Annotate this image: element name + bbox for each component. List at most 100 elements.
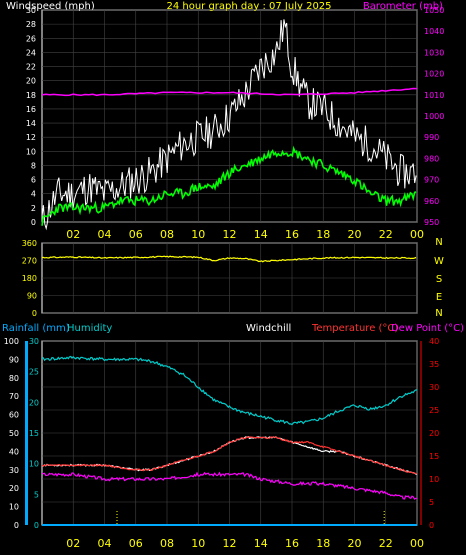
wind-y-tick: 6 — [31, 176, 36, 185]
rain-y-tick: 10 — [29, 460, 39, 469]
compass-label: S — [436, 274, 442, 285]
temperature-label: Temperature (°C) — [311, 323, 398, 334]
wind-y-tick: 20 — [26, 77, 36, 86]
temperature-line — [41, 436, 418, 475]
rain-y-tick: 25 — [29, 368, 39, 377]
wind-y-tick: 16 — [26, 105, 36, 114]
temperature-x-tick: 16 — [285, 537, 299, 550]
gust-line — [41, 19, 417, 231]
humidity-axis: 0 10 20 30 40 50 60 70 80 90 100 — [4, 337, 28, 530]
wind-x-tick: 02 — [66, 228, 80, 241]
temperature-x-tick: 04 — [98, 537, 112, 550]
dewpoint-line — [41, 471, 417, 500]
wind-y-tick: 24 — [26, 48, 36, 57]
humidity-y-tick: 20 — [9, 484, 19, 493]
temperature-x-tick: 12 — [223, 537, 237, 550]
rain-axis: 0 5 10 15 20 25 30 — [29, 337, 39, 530]
temperature-x-tick: 00 — [410, 537, 424, 550]
temperature-axis: 0 5 10 15 20 25 30 35 40 — [420, 337, 439, 530]
wind-x-tick: 06 — [129, 228, 143, 241]
barometer-axis-right: 950 960 970 980 990 1000 1010 1020 1030 1040 1050 — [424, 6, 444, 227]
temperature-y-tick: 10 — [429, 475, 439, 484]
barometer-y-tick: 1030 — [424, 48, 444, 57]
wind-title-center: 24 hour graph day : 07 July 2025 — [166, 1, 331, 12]
wind-x-tick: 14 — [254, 228, 268, 241]
temperature-series — [41, 355, 418, 526]
wind-x-tick: 22 — [379, 228, 393, 241]
wind-y-tick: 22 — [26, 63, 36, 72]
wind-title-left: Windspeed (mph) — [6, 1, 95, 12]
humidity-y-tick: 60 — [9, 411, 19, 420]
rain-y-tick: 5 — [34, 490, 39, 499]
humidity-axis-bar — [25, 341, 28, 525]
wind-y-tick: 30 — [26, 6, 36, 15]
wind-x-tick: 18 — [316, 228, 330, 241]
rain-y-tick: 0 — [34, 521, 39, 530]
compass-label: N — [435, 308, 442, 319]
compass-label: N — [435, 237, 442, 248]
humidity-line — [41, 355, 418, 426]
barometer-y-tick: 990 — [424, 133, 439, 142]
humidity-y-tick: 70 — [9, 392, 19, 401]
humidity-label: Humidity — [67, 323, 112, 334]
humidity-y-tick: 10 — [9, 503, 19, 512]
panel-wind: Windspeed (mph) 24 hour graph day : 07 J… — [6, 1, 444, 241]
temperature-x-axis: 02 04 06 08 10 12 14 16 18 20 22 00 — [66, 537, 424, 550]
speed-line — [41, 145, 417, 226]
compass-label: E — [436, 292, 442, 303]
humidity-y-tick: 30 — [9, 466, 19, 475]
wind-x-axis: 02 04 06 08 10 12 14 16 18 20 22 00 — [66, 228, 424, 241]
rain-y-tick: 30 — [29, 337, 39, 346]
barometer-y-tick: 980 — [424, 154, 439, 163]
wind-y-tick: 0 — [31, 218, 36, 227]
wind-y-tick: 18 — [26, 91, 36, 100]
temperature-x-tick: 20 — [348, 537, 362, 550]
rain-y-tick: 15 — [29, 429, 39, 438]
temperature-x-tick: 10 — [191, 537, 205, 550]
rain-y-tick: 20 — [29, 398, 39, 407]
wind-y-tick: 4 — [31, 190, 36, 199]
barometer-y-tick: 1020 — [424, 70, 444, 79]
temperature-x-tick: 22 — [379, 537, 393, 550]
wind-y-tick: 12 — [26, 133, 36, 142]
humidity-y-tick: 0 — [14, 521, 19, 530]
compass-label: W — [434, 256, 444, 267]
temperature-x-tick: 18 — [316, 537, 330, 550]
barometer-y-tick: 1000 — [424, 112, 444, 121]
wind-y-tick: 14 — [26, 119, 36, 128]
direction-y-tick: 360 — [22, 239, 37, 248]
temperature-y-tick: 0 — [429, 521, 434, 530]
humidity-y-tick: 90 — [9, 355, 19, 364]
temperature-y-tick: 25 — [429, 406, 439, 415]
wind-x-tick: 20 — [348, 228, 362, 241]
humidity-y-tick: 100 — [4, 337, 19, 346]
panel-temperature: Rainfall (mm) Humidity Windchill Tempera… — [2, 323, 464, 550]
wind-y-tick: 10 — [26, 147, 36, 156]
wind-y-tick: 26 — [26, 34, 36, 43]
temperature-x-tick: 14 — [254, 537, 268, 550]
windchill-label: Windchill — [246, 323, 291, 334]
direction-grid — [42, 242, 418, 314]
wind-x-tick: 16 — [285, 228, 299, 241]
wind-grid — [42, 9, 418, 223]
temperature-y-tick: 40 — [429, 337, 439, 346]
direction-y-tick: 270 — [22, 257, 37, 266]
temperature-y-tick: 30 — [429, 383, 439, 392]
temperature-y-tick: 35 — [429, 360, 439, 369]
humidity-y-tick: 80 — [9, 374, 19, 383]
rain-label: Rainfall (mm) — [2, 323, 70, 334]
wind-x-tick: 10 — [191, 228, 205, 241]
windchill-line — [41, 436, 418, 476]
wind-x-tick: 04 — [98, 228, 112, 241]
humidity-y-tick: 40 — [9, 447, 19, 456]
barometer-y-tick: 1010 — [424, 91, 444, 100]
direction-series — [41, 255, 417, 263]
temperature-y-tick: 15 — [429, 452, 439, 461]
barometer-y-tick: 1040 — [424, 27, 444, 36]
barometer-line — [41, 87, 418, 97]
wind-y-tick: 8 — [31, 161, 36, 170]
